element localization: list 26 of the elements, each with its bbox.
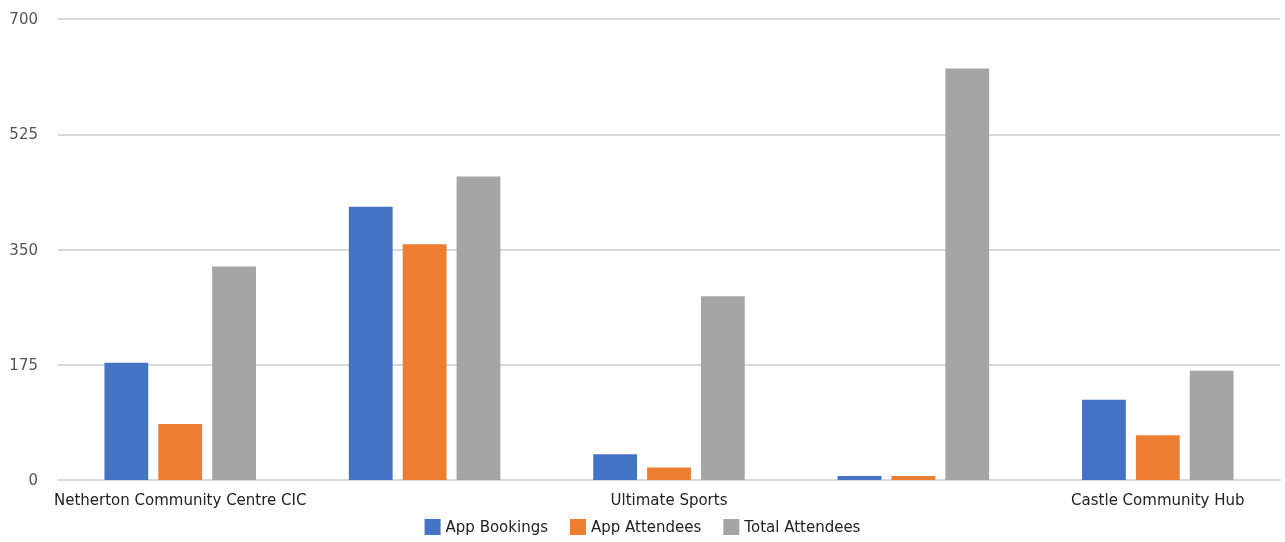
bar (158, 424, 203, 480)
bar (456, 176, 501, 480)
legend-label: App Bookings (445, 518, 549, 536)
bar (104, 362, 149, 480)
bar (837, 476, 882, 480)
y-tick-label: 525 (9, 125, 38, 144)
bar (647, 467, 691, 480)
bar (593, 454, 638, 480)
legend-label: Total Attendees (743, 518, 861, 536)
x-tick-label: Ultimate Sports (610, 490, 728, 509)
bar (700, 296, 745, 480)
bar (402, 244, 447, 480)
x-tick-label: Castle Community Hub (1071, 490, 1245, 509)
bar (945, 68, 990, 480)
bar (1189, 370, 1234, 480)
bar (348, 206, 393, 480)
bar (1135, 435, 1180, 480)
bar (891, 476, 936, 480)
legend-label: App Attendees (590, 518, 702, 536)
bar (212, 266, 256, 480)
y-tick-label: 700 (9, 10, 38, 28)
x-tick-label: Netherton Community Centre CIC (53, 490, 307, 509)
y-tick-label: 175 (9, 355, 38, 374)
bar (1082, 399, 1126, 480)
y-tick-label: 0 (28, 471, 38, 489)
y-tick-label: 350 (9, 240, 38, 259)
